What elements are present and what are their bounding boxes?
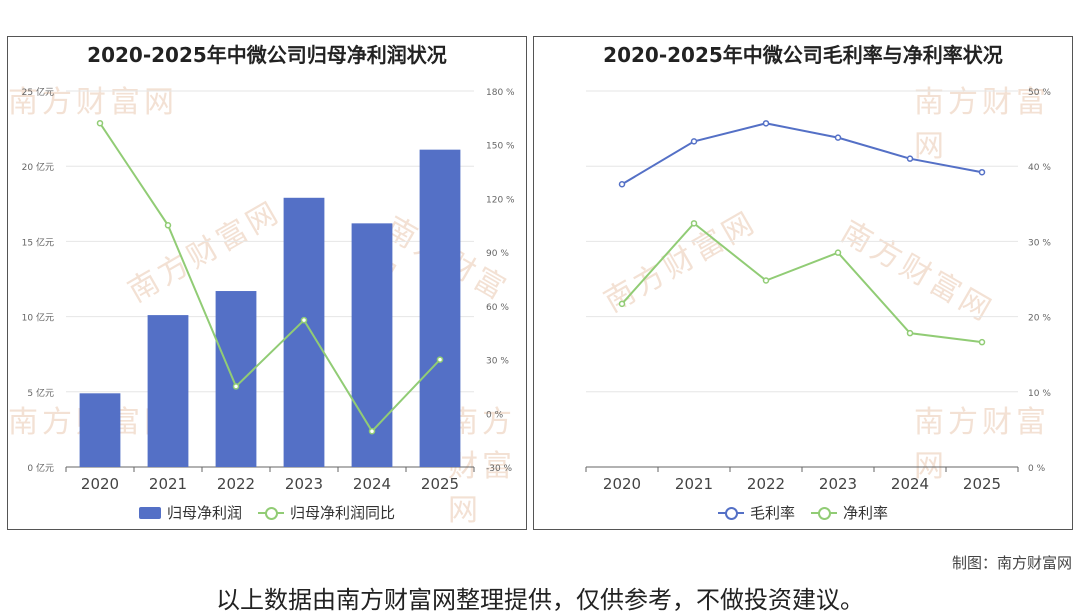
y-tick-label: 10 % bbox=[1028, 389, 1051, 399]
profit-chart-panel: 2020-2025年中微公司归母净利润状况 南方财富网 南方财富网 南方财富网 … bbox=[7, 36, 527, 530]
y-tick-label: 50 % bbox=[1028, 88, 1051, 98]
y-tick-label: 15 亿元 bbox=[22, 236, 54, 248]
bar bbox=[215, 291, 257, 467]
y-tick-label: 40 % bbox=[1028, 163, 1051, 173]
line-swatch bbox=[717, 506, 744, 520]
line-point bbox=[690, 138, 698, 145]
bar-swatch bbox=[138, 506, 161, 519]
line-swatch bbox=[258, 506, 284, 520]
line-point bbox=[618, 180, 626, 188]
bar bbox=[79, 393, 121, 467]
margin-chart-svg: 0 % 10 % 20 % 30 % 40 % 50 % 2020 2021 2022 2023 2… bbox=[585, 88, 1051, 493]
profit-chart-svg: 0 亿元 5 亿元 10 亿元 15 亿元 20 亿元 25 亿元 -30 % 0 % 30 %… bbox=[22, 86, 515, 493]
y-tick-label: 5 亿元 bbox=[27, 387, 54, 399]
line-point bbox=[690, 220, 698, 227]
bar bbox=[351, 223, 393, 467]
chart-title: 2020-2025年中微公司归母净利润状况 bbox=[87, 43, 447, 67]
x-tick-label: 2022 bbox=[747, 475, 785, 493]
bar bbox=[419, 149, 461, 467]
x-tick-label: 2024 bbox=[353, 475, 391, 493]
x-tick-label: 2025 bbox=[421, 475, 459, 493]
x-tick-label: 2020 bbox=[603, 475, 641, 493]
margin-chart-panel: 2020-2025年中微公司毛利率与净利率状况 南方财富网 南方财富网 南方财富… bbox=[533, 36, 1073, 530]
line-point bbox=[164, 222, 172, 229]
x-tick-label: 2020 bbox=[81, 475, 119, 493]
chart-legend: 归母净利润 归母净利润同比 bbox=[8, 502, 526, 523]
y2-tick-label: 120 % bbox=[486, 195, 515, 205]
y-tick-label: 0 % bbox=[1028, 464, 1046, 474]
disclaimer: 以上数据由南方财富网整理提供，仅供参考，不做投资建议。 bbox=[216, 586, 864, 614]
x-tick-label: 2021 bbox=[675, 475, 713, 493]
y-tick-label: 25 亿元 bbox=[22, 86, 54, 98]
x-tick-label: 2025 bbox=[963, 475, 1001, 493]
series-line bbox=[99, 122, 441, 433]
legend-label: 归母净利润 bbox=[166, 504, 242, 522]
legend-item-gross[interactable]: 毛利率 bbox=[717, 502, 795, 523]
legend-item-line[interactable]: 归母净利润同比 bbox=[258, 502, 395, 523]
x-tick-label: 2024 bbox=[891, 475, 929, 493]
x-tick-label: 2023 bbox=[819, 475, 857, 493]
series-line bbox=[621, 221, 983, 344]
line-point bbox=[232, 383, 240, 390]
line-point bbox=[906, 155, 914, 162]
bar bbox=[147, 315, 189, 467]
y2-tick-label: -30 % bbox=[486, 464, 513, 474]
chart-title: 2020-2025年中微公司毛利率与净利率状况 bbox=[603, 43, 1003, 67]
x-tick-label: 2023 bbox=[285, 475, 323, 493]
line-point bbox=[300, 316, 308, 324]
y-tick-label: 20 % bbox=[1028, 314, 1051, 324]
y-tick-label: 20 亿元 bbox=[22, 161, 54, 173]
line-point bbox=[978, 338, 986, 346]
bar bbox=[283, 197, 325, 467]
line-point bbox=[834, 134, 842, 141]
line-point bbox=[834, 249, 842, 256]
y-tick-label: 0 亿元 bbox=[27, 462, 54, 474]
line-point bbox=[762, 277, 770, 284]
y2-tick-label: 90 % bbox=[486, 249, 509, 259]
x-tick-label: 2022 bbox=[217, 475, 255, 493]
line-point bbox=[368, 427, 376, 435]
y2-tick-label: 150 % bbox=[486, 142, 515, 152]
legend-item-bar[interactable]: 归母净利润 bbox=[138, 502, 242, 523]
chart-credit: 制图：南方财富网 bbox=[951, 554, 1072, 572]
series-line bbox=[621, 122, 983, 186]
line-point bbox=[96, 119, 104, 127]
legend-label: 毛利率 bbox=[749, 504, 795, 522]
legend-item-net[interactable]: 净利率 bbox=[811, 502, 888, 523]
line-point bbox=[436, 356, 444, 363]
legend-label: 净利率 bbox=[843, 504, 889, 522]
y2-tick-label: 60 % bbox=[486, 303, 509, 313]
y2-tick-label: 30 % bbox=[486, 357, 509, 367]
y2-tick-label: 180 % bbox=[486, 88, 515, 98]
line-swatch bbox=[811, 506, 837, 520]
y-tick-label: 30 % bbox=[1028, 238, 1051, 248]
line-point bbox=[978, 168, 986, 176]
y2-tick-label: 0 % bbox=[486, 410, 504, 420]
legend-label: 归母净利润同比 bbox=[290, 504, 396, 522]
y-tick-label: 10 亿元 bbox=[22, 312, 54, 324]
line-point bbox=[618, 300, 626, 308]
line-point bbox=[906, 329, 914, 337]
x-tick-label: 2021 bbox=[149, 475, 187, 493]
chart-legend: 毛利率 净利率 bbox=[534, 502, 1072, 523]
line-point bbox=[762, 120, 770, 127]
